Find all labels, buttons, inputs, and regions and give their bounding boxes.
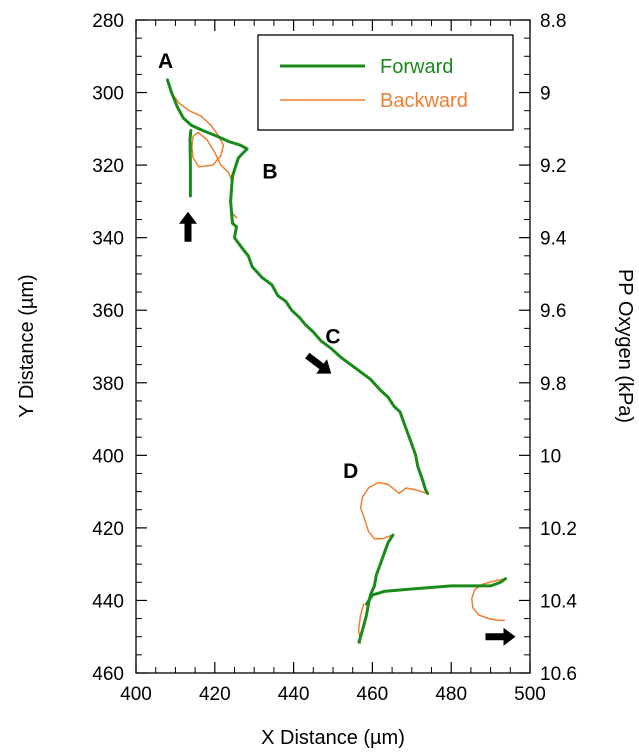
y2-axis-ticks: 8.8 9 9.2 9.4 9.6 9.8 10 10.2 10.4 10.6 — [519, 11, 577, 685]
x-tick-label: 440 — [278, 684, 310, 705]
plot-area: 400 420 440 460 480 500 280300320340360380400… — [92, 11, 577, 705]
y-tick-label: 340 — [92, 229, 124, 250]
annotation-d: D — [343, 460, 358, 483]
y-tick-label: 380 — [92, 374, 124, 395]
y-tick-label: 300 — [92, 84, 124, 105]
series-forward-segment-3 — [365, 577, 508, 606]
y2-tick-label: 10 — [540, 446, 561, 467]
x-axis-ticks: 400 420 440 460 480 500 — [120, 20, 546, 705]
legend-box — [257, 34, 514, 131]
series-layer — [165, 78, 508, 645]
series-forward-segment-0 — [188, 129, 193, 198]
arrow-right-icon — [485, 627, 516, 646]
x-tick-label: 420 — [199, 684, 231, 705]
y2-tick-label: 9.4 — [540, 229, 567, 250]
x-tick-label: 400 — [120, 684, 152, 705]
legend: Forward Backward — [257, 34, 514, 131]
y-tick-label: 460 — [92, 664, 124, 685]
y2-tick-label: 9.8 — [540, 374, 566, 395]
y-tick-label: 420 — [92, 519, 124, 540]
annotation-b: B — [262, 161, 277, 184]
y2-tick-label: 9.2 — [540, 156, 566, 177]
arrow-layer — [179, 211, 516, 646]
legend-label-backward: Backward — [380, 90, 468, 112]
y-tick-label: 400 — [92, 446, 124, 467]
annotation-c: C — [325, 326, 340, 349]
y2-tick-label: 10.6 — [540, 664, 577, 685]
x-axis-title: X Distance (µm) — [261, 727, 405, 749]
y2-tick-label: 10.2 — [540, 519, 577, 540]
annotation-layer: A B C D — [158, 50, 358, 483]
series-backward-segment-2 — [359, 481, 400, 540]
y2-tick-label: 8.8 — [540, 11, 566, 32]
y-axis-title: Y Distance (µm) — [16, 274, 38, 417]
x-tick-label: 480 — [435, 684, 467, 705]
x-tick-label: 500 — [514, 684, 546, 705]
y2-tick-label: 9.6 — [540, 301, 566, 322]
annotation-a: A — [158, 50, 173, 73]
y2-axis-title: PP Oxygen (kPa) — [614, 269, 636, 423]
series-forward-segment-2 — [357, 533, 395, 644]
series-backward-segment-0 — [165, 79, 238, 219]
series-backward-segment-4 — [470, 577, 507, 622]
y-tick-label: 360 — [92, 301, 124, 322]
x-tick-label: 460 — [357, 684, 389, 705]
legend-label-forward: Forward — [380, 56, 453, 78]
series-forward-segment-1 — [166, 78, 430, 495]
arrow-down-right-icon — [305, 352, 332, 374]
y-tick-label: 320 — [92, 156, 124, 177]
arrow-up-icon — [179, 211, 197, 242]
y2-tick-label: 10.4 — [540, 591, 577, 612]
series-backward-segment-1 — [398, 487, 428, 495]
y-axis-ticks: 280 300 320 340 360 380 400 420 440 460 — [92, 11, 147, 685]
y2-tick-label: 9 — [540, 84, 551, 105]
y-tick-label: 280 — [92, 11, 124, 32]
y-tick-label: 440 — [92, 591, 124, 612]
